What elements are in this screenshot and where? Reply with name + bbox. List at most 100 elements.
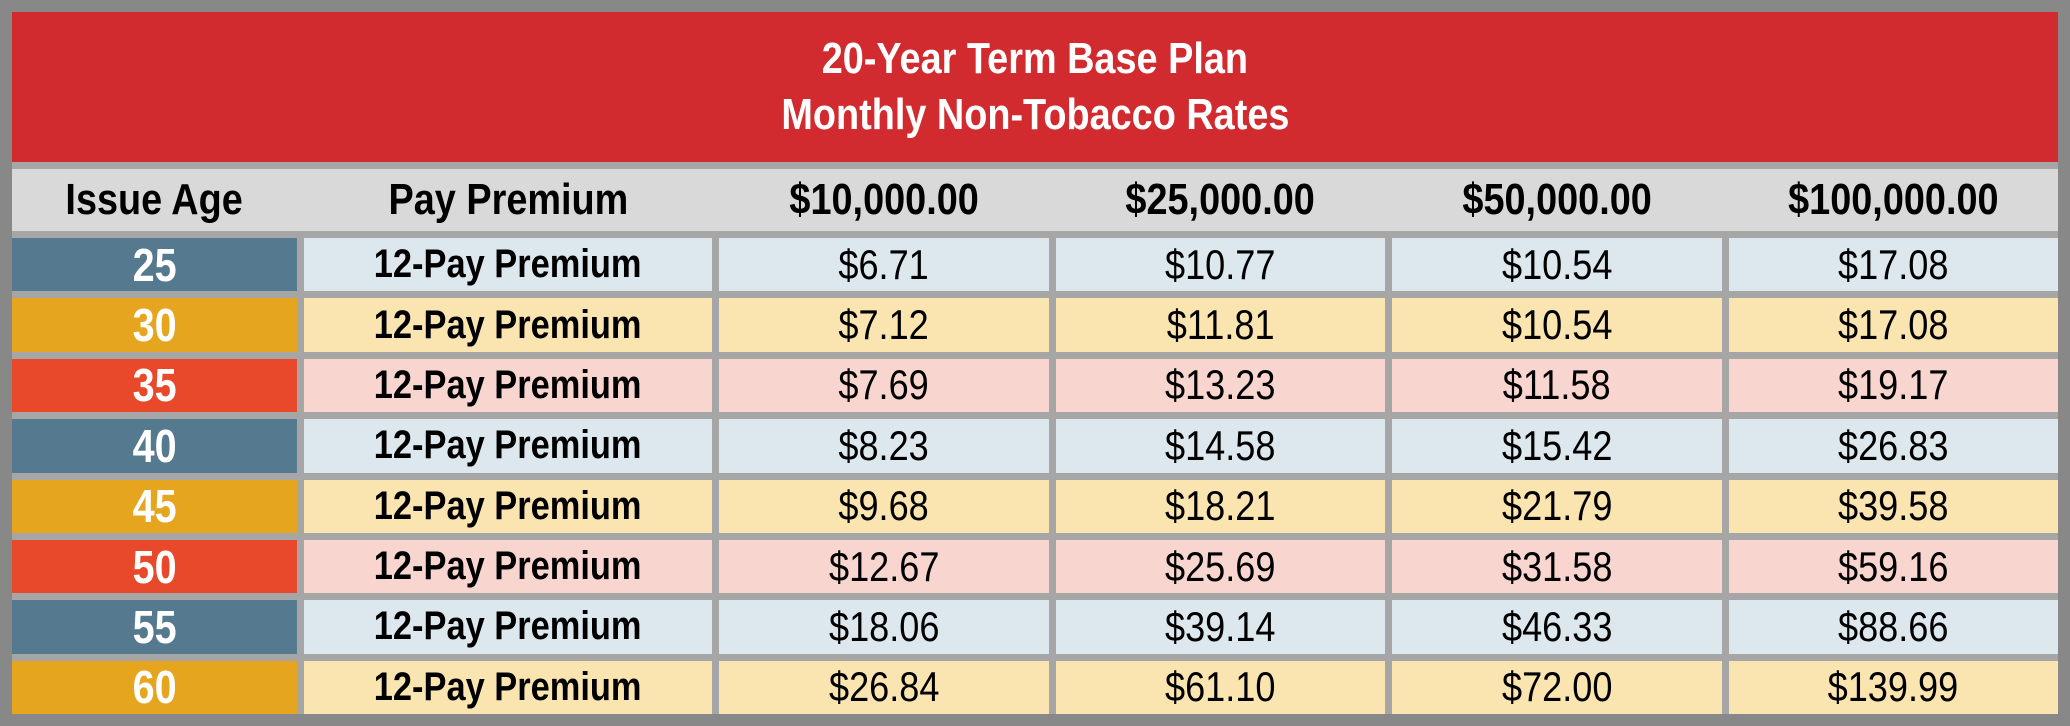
rate-cell-25000: $39.14: [1055, 600, 1385, 654]
rate-cell-50000: $46.33: [1392, 600, 1722, 654]
rate-cell-50000: $72.00: [1392, 660, 1722, 714]
pay-premium-label: 12-Pay Premium: [374, 302, 642, 347]
rate-cell-100000: $59.16: [1728, 539, 2058, 594]
rate-cell-25000: $10.77: [1055, 238, 1385, 292]
rate-cell-50000: $21.79: [1392, 479, 1722, 533]
banner: 20-Year Term Base Plan Monthly Non-Tobac…: [12, 12, 2058, 162]
pay-premium-label: 12-Pay Premium: [374, 242, 642, 287]
rate-value: $11.58: [1502, 361, 1611, 409]
rate-value: $61.10: [1165, 663, 1276, 711]
rate-cell-50000: $11.58: [1392, 358, 1722, 413]
header-face-100000: $100,000.00: [1788, 175, 1999, 224]
rate-cell-100000: $26.83: [1728, 419, 2058, 473]
header-row: Issue Age Pay Premium $10,000.00 $25,000…: [12, 169, 2058, 231]
pay-premium-label: 12-Pay Premium: [374, 483, 642, 528]
rate-value: $39.58: [1838, 482, 1949, 530]
rate-value: $7.12: [838, 301, 929, 349]
rate-cell-10000: $9.68: [719, 479, 1049, 533]
pay-premium-cell: 12-Pay Premium: [304, 298, 712, 352]
pay-premium-cell: 12-Pay Premium: [304, 660, 712, 714]
rate-value: $10.54: [1501, 301, 1612, 349]
rate-cell-25000: $25.69: [1055, 539, 1385, 594]
rate-value: $17.08: [1838, 301, 1949, 349]
issue-age-value: 25: [132, 238, 177, 291]
header-issue-age: Issue Age: [65, 175, 244, 224]
pay-premium-cell: 12-Pay Premium: [304, 358, 712, 413]
rate-value: $21.79: [1501, 482, 1612, 530]
rate-value: $12.67: [828, 542, 939, 590]
header-face-50000: $50,000.00: [1462, 175, 1652, 224]
rate-value: $18.21: [1165, 482, 1276, 530]
rate-value: $13.23: [1165, 361, 1276, 409]
rate-value: $18.06: [828, 602, 939, 650]
rate-cell-10000: $26.84: [719, 660, 1049, 714]
rate-cell-100000: $17.08: [1728, 298, 2058, 352]
pay-premium-cell: 12-Pay Premium: [304, 419, 712, 473]
rate-cell-50000: $10.54: [1392, 298, 1722, 352]
rate-value: $19.17: [1838, 361, 1949, 409]
pay-premium-cell: 12-Pay Premium: [304, 539, 712, 594]
pay-premium-cell: 12-Pay Premium: [304, 600, 712, 654]
rate-value: $14.58: [1165, 421, 1276, 469]
rate-value: $11.81: [1166, 301, 1275, 349]
rate-value: $9.68: [838, 482, 929, 530]
issue-age-value: 30: [132, 299, 177, 352]
pay-premium-cell: 12-Pay Premium: [304, 238, 712, 292]
issue-age-value: 60: [132, 661, 177, 714]
issue-age-cell: 30: [12, 298, 297, 352]
rate-cell-100000: $39.58: [1728, 479, 2058, 533]
rate-cell-25000: $14.58: [1055, 419, 1385, 473]
rate-cell-10000: $12.67: [719, 539, 1049, 594]
rate-cell-100000: $88.66: [1728, 600, 2058, 654]
banner-title-line2: Monthly Non-Tobacco Rates: [780, 90, 1290, 139]
banner-title-line1: 20-Year Term Base Plan: [821, 33, 1249, 83]
rate-value: $88.66: [1838, 602, 1949, 650]
pay-premium-cell: 12-Pay Premium: [304, 479, 712, 533]
rate-cell-25000: $13.23: [1055, 358, 1385, 413]
pay-premium-label: 12-Pay Premium: [374, 423, 642, 468]
header-face-25000: $25,000.00: [1125, 175, 1315, 224]
pay-premium-label: 12-Pay Premium: [374, 362, 642, 407]
rate-cell-25000: $18.21: [1055, 479, 1385, 533]
rate-value: $31.58: [1501, 542, 1612, 590]
rate-value: $26.83: [1838, 421, 1949, 469]
rate-value: $17.08: [1838, 240, 1949, 288]
issue-age-cell: 45: [12, 479, 297, 533]
rate-value: $72.00: [1501, 663, 1612, 711]
rate-cell-10000: $8.23: [719, 419, 1049, 473]
issue-age-cell: 55: [12, 600, 297, 654]
rate-cell-10000: $18.06: [719, 600, 1049, 654]
rate-value: $8.23: [838, 421, 929, 469]
issue-age-value: 55: [132, 600, 177, 653]
pay-premium-label: 12-Pay Premium: [374, 544, 642, 589]
rate-value: $10.54: [1501, 240, 1612, 288]
issue-age-cell: 25: [12, 238, 297, 292]
issue-age-cell: 40: [12, 419, 297, 473]
issue-age-cell: 60: [12, 660, 297, 714]
rate-cell-10000: $7.69: [719, 358, 1049, 413]
rate-value: $139.99: [1827, 663, 1959, 711]
rate-cell-10000: $6.71: [719, 238, 1049, 292]
rate-value: $26.84: [828, 663, 939, 711]
pay-premium-label: 12-Pay Premium: [374, 664, 642, 709]
rate-value: $39.14: [1165, 602, 1276, 650]
rate-cell-25000: $11.81: [1055, 298, 1385, 352]
rate-cell-100000: $17.08: [1728, 238, 2058, 292]
rate-cell-100000: $19.17: [1728, 358, 2058, 413]
rate-cell-50000: $15.42: [1392, 419, 1722, 473]
rate-value: $7.69: [838, 361, 929, 409]
rate-value: $46.33: [1501, 602, 1612, 650]
issue-age-cell: 35: [12, 358, 297, 413]
rate-value: $15.42: [1501, 421, 1612, 469]
rate-cell-25000: $61.10: [1055, 660, 1385, 714]
issue-age-value: 45: [132, 480, 177, 533]
rate-table: 20-Year Term Base Plan Monthly Non-Tobac…: [12, 12, 2058, 714]
header-pay-premium: Pay Premium: [388, 175, 628, 224]
issue-age-value: 50: [132, 540, 177, 593]
rate-value: $10.77: [1165, 240, 1276, 288]
issue-age-cell: 50: [12, 539, 297, 594]
rate-value: $59.16: [1838, 542, 1949, 590]
rate-value: $6.71: [838, 240, 929, 288]
rate-cell-50000: $10.54: [1392, 238, 1722, 292]
